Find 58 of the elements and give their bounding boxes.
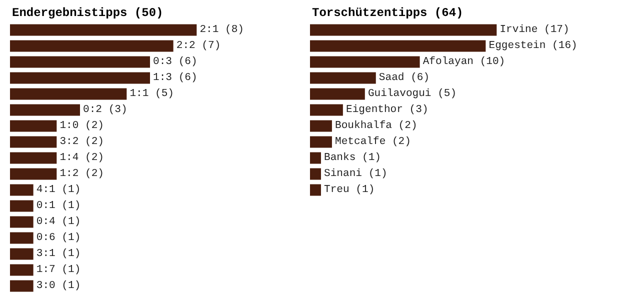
data-label: Banks (1)	[324, 152, 381, 164]
bar	[310, 40, 486, 52]
bar	[310, 72, 376, 84]
data-label: 0:6 (1)	[36, 232, 81, 244]
bar	[310, 88, 365, 100]
chart-title: Torschützentipps (64)	[312, 6, 464, 20]
bar	[10, 56, 150, 68]
data-label: 0:2 (3)	[83, 104, 128, 116]
data-label: Treu (1)	[324, 184, 375, 196]
data-label: 1:4 (2)	[60, 152, 104, 164]
data-label: 0:3 (6)	[153, 56, 198, 68]
bar	[310, 104, 343, 116]
bar	[10, 88, 127, 100]
data-label: 0:4 (1)	[36, 216, 81, 228]
data-label: 2:1 (8)	[200, 24, 244, 36]
data-label: Afolayan (10)	[422, 56, 506, 68]
bar	[10, 200, 34, 212]
data-label: 0:1 (1)	[36, 200, 81, 212]
bar	[310, 184, 321, 196]
data-label: 1:0 (2)	[60, 120, 104, 132]
data-label: 3:0 (1)	[36, 280, 81, 292]
bar	[10, 168, 57, 180]
bar	[310, 24, 497, 36]
bar	[10, 152, 57, 164]
data-label: Metcalfe (2)	[335, 136, 411, 148]
bar	[310, 120, 332, 132]
bar	[10, 120, 57, 132]
bar	[10, 24, 197, 36]
data-label: Boukhalfa (2)	[335, 120, 418, 132]
bar	[10, 136, 57, 148]
data-label: Sinani (1)	[324, 168, 388, 180]
bar	[10, 280, 34, 292]
data-label: 1:2 (2)	[60, 168, 104, 180]
data-label: 1:3 (6)	[153, 72, 198, 84]
bar	[10, 248, 34, 260]
bar	[10, 264, 34, 276]
bar	[310, 168, 321, 180]
data-label: 2:2 (7)	[176, 40, 221, 52]
data-label: 3:1 (1)	[36, 248, 81, 260]
bar	[310, 136, 332, 148]
bar	[10, 184, 34, 196]
data-label: 3:2 (2)	[60, 136, 104, 148]
bar	[10, 232, 34, 244]
bar	[310, 56, 420, 68]
bar	[10, 40, 174, 52]
data-label: Eigenthor (3)	[346, 104, 428, 116]
data-label: 1:1 (5)	[130, 88, 174, 100]
data-label: Irvine (17)	[500, 24, 570, 36]
bar	[10, 216, 34, 228]
data-label: Eggestein (16)	[488, 40, 578, 52]
chart-title: Endergebnistipps (50)	[12, 6, 164, 20]
data-label: 1:7 (1)	[36, 264, 81, 276]
data-label: 4:1 (1)	[36, 184, 81, 196]
data-label: Saad (6)	[378, 72, 430, 84]
data-label: Guilavogui (5)	[368, 88, 457, 100]
bar	[310, 152, 321, 164]
bar	[10, 72, 150, 84]
bar	[10, 104, 80, 116]
